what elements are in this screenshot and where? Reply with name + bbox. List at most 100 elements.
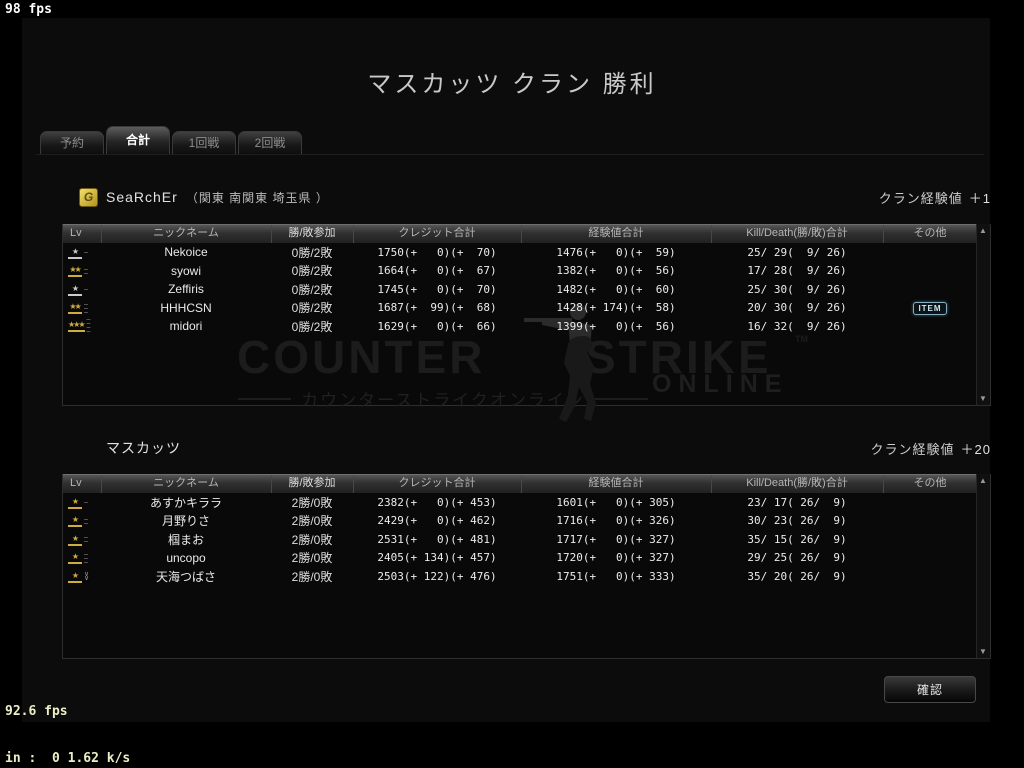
col-lv: Lv — [70, 227, 82, 239]
item-badge[interactable]: ITEM — [913, 302, 947, 316]
scroll-down-icon[interactable]: ▼ — [979, 394, 987, 403]
rank-dashes-icon: – – – – — [86, 316, 91, 336]
player-record: 2勝/0敗 — [291, 532, 333, 547]
player-credit: 1750(+ 0)(+ 70) — [377, 245, 497, 259]
player-name: 天海つばさ — [155, 569, 216, 584]
player-row: ★ – あすかキララ 2勝/0敗 2382(+ 0)(+ 453) 1601(+ … — [63, 493, 990, 512]
rank-icon: ★ — [68, 497, 82, 509]
player-name: HHHCSN — [160, 300, 212, 315]
player-kd: 16/ 32( 9/ 26) — [747, 319, 847, 333]
scroll-up-icon[interactable]: ▲ — [979, 226, 987, 235]
rank-icon: ★★★ — [68, 320, 85, 332]
clan-emblem-icon: G — [79, 187, 98, 207]
team1-scrollbar[interactable]: ▲ ▼ — [976, 224, 990, 405]
player-row: ★★ – – – HHHCSN 0勝/2敗 1687(+ 99)(+ 68) 14… — [63, 299, 990, 318]
col-exp: 経験値合計 — [521, 475, 711, 493]
tab-round2[interactable]: 2回戦 — [238, 131, 302, 154]
tab-round1[interactable]: 1回戦 — [172, 131, 236, 154]
watermark-tm: TM — [795, 334, 808, 344]
soldier-silhouette-icon — [524, 304, 596, 422]
rank-dashes-icon: – — [84, 286, 88, 294]
player-row: ★ – Zeffiris 0勝/2敗 1745(+ 0)(+ 70) 1482(+… — [63, 280, 990, 299]
rank-dashes-icon: – – — [84, 515, 88, 527]
player-kd: 29/ 25( 26/ 9) — [747, 551, 847, 565]
player-record: 0勝/2敗 — [291, 282, 333, 297]
team2-table-header: Lv ニックネーム 勝/敗参加 クレジット合計 経験値合計 Kill/Death… — [63, 474, 990, 493]
clan-exp-value: ＋1 — [968, 190, 991, 206]
player-row: ★ – – – uncopo 2勝/0敗 2405(+ 134)(+ 457) 1… — [63, 549, 990, 568]
watermark-dash-right — [594, 397, 648, 400]
player-record: 0勝/2敗 — [291, 319, 333, 334]
tab-reservation[interactable]: 予約 — [40, 131, 104, 154]
player-exp: 1482(+ 0)(+ 60) — [556, 282, 676, 296]
col-killdeath: Kill/Death(勝/敗)合計 — [711, 225, 883, 243]
col-exp: 経験値合計 — [521, 225, 711, 243]
player-row: ★★ – – syowi 0勝/2敗 1664(+ 0)(+ 67) 1382(+… — [63, 262, 990, 281]
player-credit: 2531(+ 0)(+ 481) — [377, 532, 497, 546]
team1-table-header: Lv ニックネーム 勝/敗参加 クレジット合計 経験値合計 Kill/Death… — [63, 224, 990, 243]
scroll-down-icon[interactable]: ▼ — [979, 647, 987, 656]
rank-icon: ★ — [68, 284, 82, 296]
col-credit: クレジット合計 — [353, 225, 521, 243]
rank-dashes-icon: ∨ ∨ — [84, 571, 90, 583]
clan-exp-value: ＋20 — [960, 441, 991, 457]
team1-header: G SeaRchEr （関東 南関東 埼玉県 ） クラン経験値 ＋1 — [62, 186, 991, 208]
rank-icon: ★ — [68, 534, 82, 546]
player-record: 2勝/0敗 — [291, 514, 333, 529]
tab-total[interactable]: 合計 — [106, 126, 170, 154]
net-graph: 92.6 fps in : 0 1.62 k/s out: 22 1.81 k/… — [5, 673, 138, 768]
player-kd: 35/ 20( 26/ 9) — [747, 569, 847, 583]
player-name: Nekoice — [164, 245, 208, 260]
team2-clan-exp: クラン経験値 ＋20 — [871, 439, 991, 458]
scroll-up-icon[interactable]: ▲ — [979, 476, 987, 485]
team2-scrollbar[interactable]: ▲ ▼ — [976, 474, 990, 658]
player-credit: 1687(+ 99)(+ 68) — [377, 301, 497, 315]
watermark-strike: STRIKE — [585, 331, 772, 383]
team1-table: Lv ニックネーム 勝/敗参加 クレジット合計 経験値合計 Kill/Death… — [62, 224, 991, 406]
tab-bar: 予約 合計 1回戦 2回戦 — [40, 126, 302, 154]
clan-exp-label: クラン経験値 — [870, 441, 955, 457]
player-name: syowi — [170, 263, 201, 278]
tab-divider — [36, 154, 984, 155]
player-row: ★★★ – – – – midori 0勝/2敗 1629(+ 0)(+ 66) … — [63, 316, 990, 336]
rank-icon: ★ — [68, 553, 82, 565]
rank-dashes-icon: – – – — [84, 300, 88, 316]
rank-dashes-icon: – – — [84, 265, 88, 277]
player-exp: 1751(+ 0)(+ 333) — [556, 569, 676, 583]
player-credit: 1629(+ 0)(+ 66) — [377, 319, 497, 333]
player-credit: 2429(+ 0)(+ 462) — [377, 514, 497, 528]
rank-dashes-icon: – — [84, 499, 88, 507]
player-kd: 23/ 17( 26/ 9) — [747, 495, 847, 509]
col-killdeath: Kill/Death(勝/敗)合計 — [711, 475, 883, 493]
player-exp: 1720(+ 0)(+ 327) — [556, 551, 676, 565]
player-kd: 30/ 23( 26/ 9) — [747, 514, 847, 528]
player-name: uncopo — [166, 550, 206, 565]
player-record: 0勝/2敗 — [291, 264, 333, 279]
player-kd: 17/ 28( 9/ 26) — [747, 264, 847, 278]
player-kd: 25/ 30( 9/ 26) — [747, 282, 847, 296]
player-kd: 20/ 30( 9/ 26) — [747, 301, 847, 315]
player-exp: 1601(+ 0)(+ 305) — [556, 495, 676, 509]
player-name: あすかキララ — [149, 495, 222, 510]
page-title: マスカッツ クラン 勝利 — [367, 71, 657, 98]
player-kd: 35/ 15( 26/ 9) — [747, 532, 847, 546]
player-exp: 1382(+ 0)(+ 56) — [556, 264, 676, 278]
watermark-subtitle: カウンターストライクオンライン — [301, 391, 585, 410]
rank-dashes-icon: – – — [84, 534, 88, 546]
rank-icon: ★ — [68, 571, 82, 583]
team1-clan-exp: クラン経験値 ＋1 — [879, 188, 991, 207]
rank-dashes-icon: – – – — [84, 550, 88, 566]
watermark-dash-left — [238, 397, 292, 400]
net-graph-fps: 92.6 fps — [5, 704, 68, 719]
player-exp: 1428(+ 174)(+ 58) — [556, 301, 676, 315]
player-other: ITEM — [883, 300, 977, 316]
col-lv: Lv — [70, 477, 82, 489]
rank-dashes-icon: – — [84, 249, 88, 257]
player-credit: 2503(+ 122)(+ 476) — [377, 569, 497, 583]
confirm-button[interactable]: 確認 — [884, 676, 976, 703]
watermark-online: ONLINE — [652, 370, 789, 398]
player-row: ★ – – 椢まお 2勝/0敗 2531(+ 0)(+ 481) 1717(+ 0… — [63, 530, 990, 549]
col-other: その他 — [883, 225, 977, 243]
team1-region: （関東 南関東 埼玉県 ） — [185, 190, 329, 205]
